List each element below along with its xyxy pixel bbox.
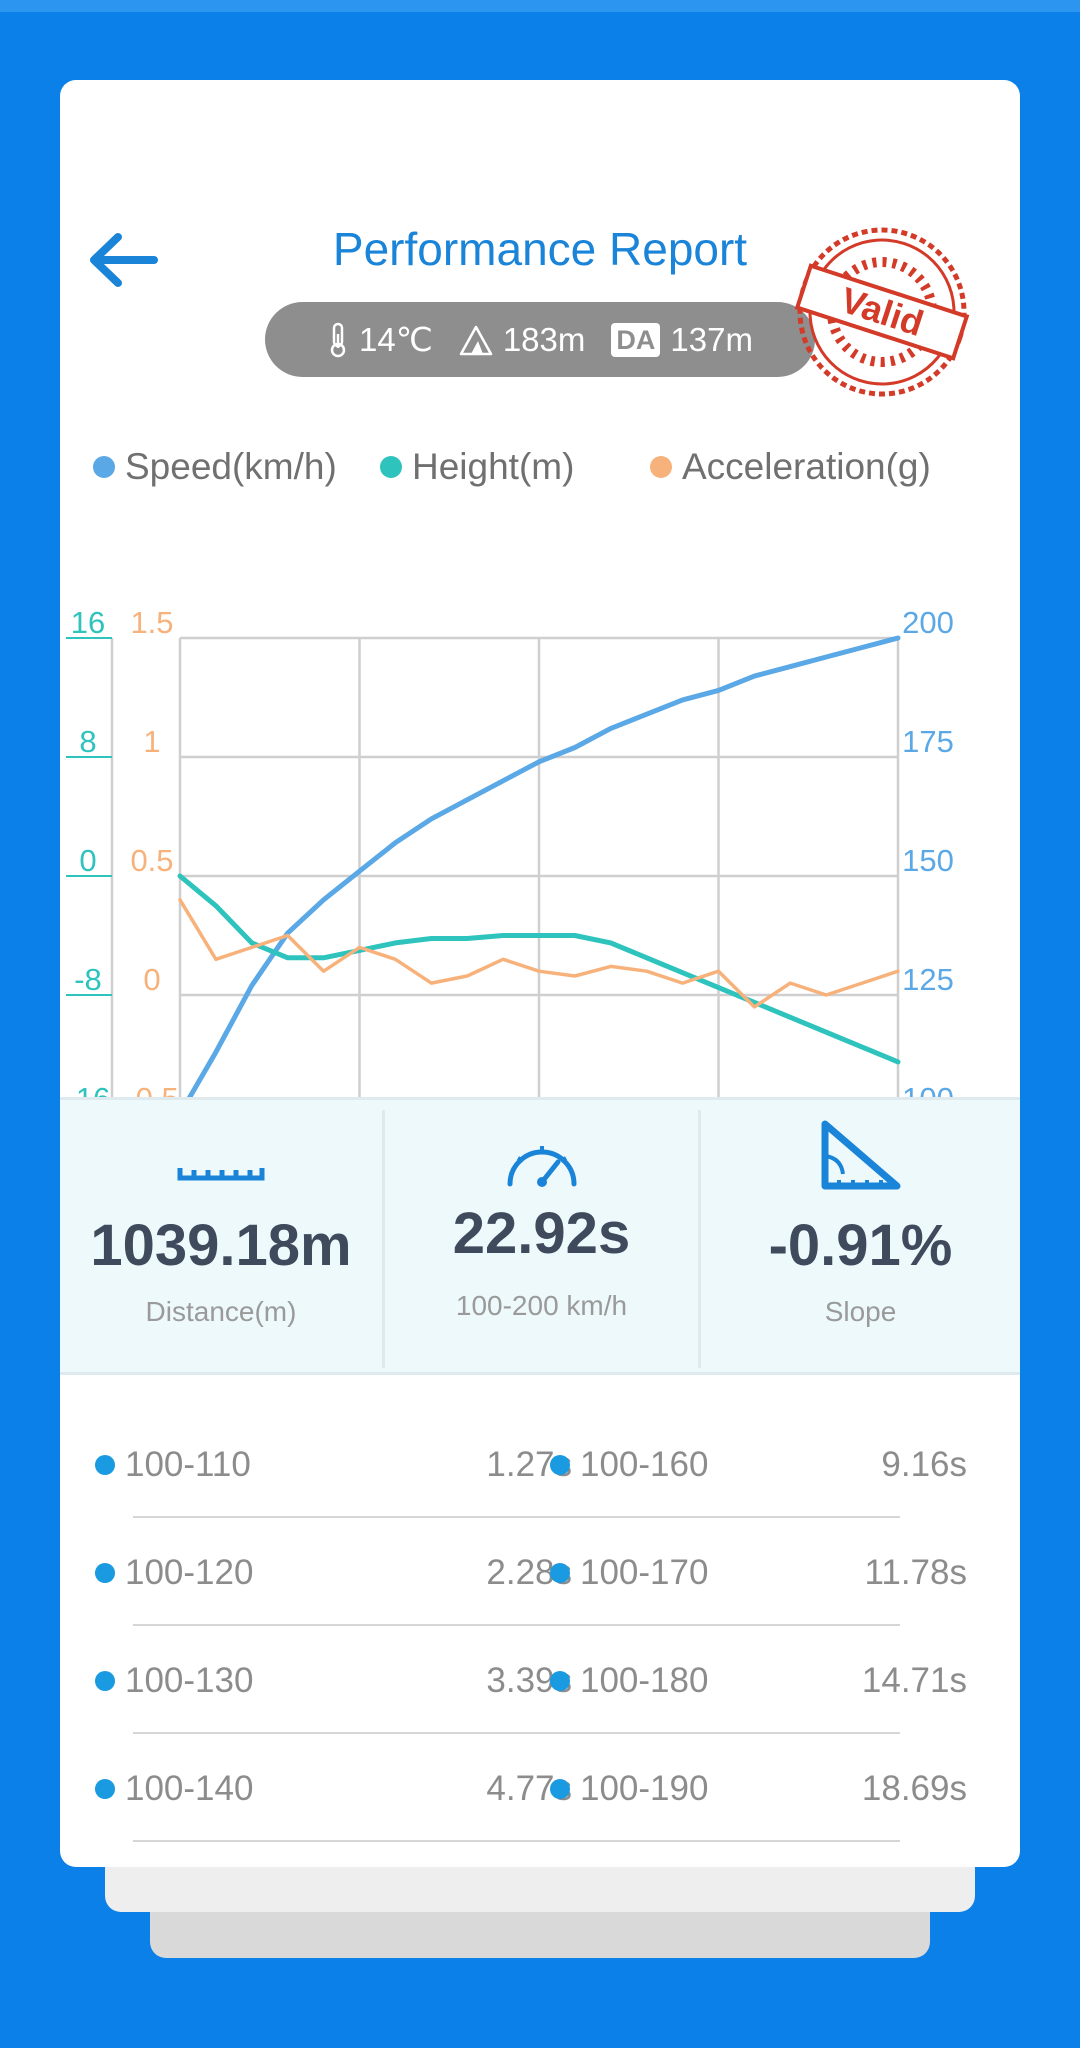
- split-row: 100-120 2.28s 100-170 11.78s: [60, 1528, 1020, 1636]
- back-button[interactable]: [82, 225, 172, 295]
- bullet-dot: [95, 1671, 115, 1691]
- mountain-icon: [459, 325, 493, 355]
- temperature-value: 14℃: [359, 321, 433, 358]
- bullet-dot: [95, 1779, 115, 1799]
- height-series-line: [177, 873, 901, 1065]
- legend-speed-label: Speed(km/h): [125, 446, 337, 487]
- distance-value: 1039.18m: [90, 1213, 352, 1278]
- stat-distance: 1039.18m Distance(m): [60, 1100, 382, 1372]
- height-axis-tick: 8: [79, 724, 96, 759]
- speedometer-icon: [507, 1146, 576, 1187]
- legend-acceleration-label: Acceleration(g): [682, 446, 931, 487]
- bullet-dot: [550, 1563, 570, 1583]
- legend-acceleration-dot: [650, 456, 672, 478]
- legend-speed-dot: [93, 456, 115, 478]
- bullet-dot: [95, 1563, 115, 1583]
- split-time: 9.16s: [881, 1445, 967, 1484]
- acceleration-series-line: [178, 898, 900, 1009]
- bullet-dot: [550, 1779, 570, 1799]
- slope-icon: [821, 1120, 900, 1190]
- row-divider: [133, 1840, 900, 1842]
- split-time: 11.78s: [864, 1553, 968, 1592]
- page-title: Performance Report: [332, 223, 748, 275]
- slope-label: Slope: [824, 1296, 897, 1327]
- split-time: 18.69s: [861, 1769, 967, 1808]
- altitude-item: 183m: [459, 320, 586, 359]
- acceleration-axis-tick: 0: [143, 962, 160, 997]
- height-axis-tick: 16: [71, 605, 105, 640]
- stats-panel: 1039.18m Distance(m) 22.92s 100-200 km/h: [60, 1097, 1020, 1375]
- report-card: Performance Report 14℃ 183m DA 137m: [60, 80, 1020, 1867]
- speed-axis-tick: 175: [902, 724, 954, 759]
- split-label: 100-140: [95, 1769, 253, 1809]
- row-divider: [133, 1732, 900, 1734]
- stat-slope: -0.91% Slope: [701, 1100, 1020, 1372]
- valid-stamp: Valid: [794, 227, 970, 397]
- chart-legend: Speed(km/h) Height(m) Acceleration(g): [93, 446, 993, 496]
- slope-value: -0.91%: [768, 1213, 953, 1278]
- acceleration-axis-tick: 0.5: [130, 843, 173, 878]
- split-label: 100-110: [95, 1445, 251, 1485]
- split-row: 100-110 1.27s 100-160 9.16s: [60, 1420, 1020, 1528]
- density-altitude-item: DA 137m: [611, 321, 753, 359]
- split-label: 100-190: [550, 1769, 708, 1809]
- legend-height-label: Height(m): [412, 446, 575, 487]
- bullet-dot: [95, 1455, 115, 1475]
- split-label: 100-160: [550, 1445, 708, 1485]
- bullet-dot: [550, 1671, 570, 1691]
- row-divider: [133, 1624, 900, 1626]
- speed-axis-tick: 150: [902, 843, 954, 878]
- bullet-dot: [550, 1455, 570, 1475]
- status-bar: [0, 0, 1080, 12]
- split-label: 100-180: [550, 1661, 708, 1701]
- speed-axis-tick: 125: [902, 962, 954, 997]
- density-altitude-value: 137m: [670, 320, 753, 358]
- thermometer-icon: [330, 322, 346, 357]
- conditions-pill: 14℃ 183m DA 137m: [265, 302, 815, 377]
- temperature-item: 14℃: [327, 320, 433, 359]
- row-divider: [133, 1516, 900, 1518]
- distance-label: Distance(m): [145, 1296, 297, 1327]
- split-label: 100-130: [95, 1661, 253, 1701]
- stat-time: 22.92s 100-200 km/h: [385, 1100, 698, 1372]
- height-axis-tick: 0: [79, 843, 96, 878]
- stat-divider: [382, 1110, 385, 1368]
- legend-height-dot: [380, 456, 402, 478]
- speed-axis-tick: 200: [902, 605, 954, 640]
- split-label: 100-170: [550, 1553, 708, 1593]
- split-row: 100-140 4.77s 100-190 18.69s: [60, 1744, 1020, 1852]
- legend-speed[interactable]: Speed(km/h): [93, 446, 337, 488]
- ruler-icon: [177, 1168, 265, 1181]
- split-label: 100-120: [95, 1553, 253, 1593]
- legend-acceleration[interactable]: Acceleration(g): [650, 446, 931, 488]
- stat-divider: [698, 1110, 701, 1368]
- height-axis-tick: -8: [74, 962, 102, 997]
- da-badge: DA: [611, 322, 661, 357]
- acceleration-axis-tick: 1.5: [130, 605, 173, 640]
- legend-height[interactable]: Height(m): [380, 446, 574, 488]
- split-time: 14.71s: [861, 1661, 967, 1700]
- altitude-value: 183m: [502, 320, 586, 358]
- speed-series-line: [177, 635, 901, 1117]
- acceleration-axis-tick: 1: [143, 724, 160, 759]
- split-row: 100-130 3.39s 100-180 14.71s: [60, 1636, 1020, 1744]
- arrow-left-icon: [90, 233, 158, 287]
- time-label: 100-200 km/h: [455, 1290, 628, 1321]
- time-value: 22.92s: [452, 1201, 631, 1266]
